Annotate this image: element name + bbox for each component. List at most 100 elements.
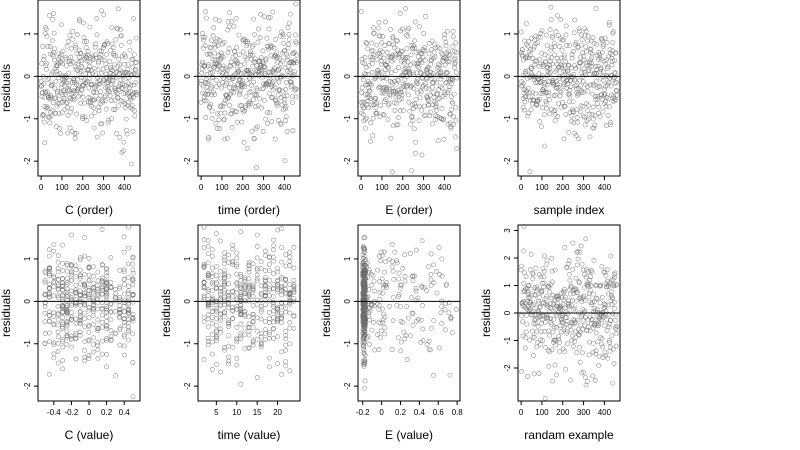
data-point [380, 55, 386, 61]
data-point [412, 150, 418, 156]
data-point [271, 271, 276, 277]
data-point [576, 28, 582, 34]
data-point [378, 258, 384, 264]
data-point [445, 90, 451, 96]
data-point [530, 56, 535, 61]
data-point [374, 301, 380, 307]
data-point [416, 103, 422, 109]
data-point [549, 255, 555, 261]
data-point [538, 30, 544, 36]
data-point [434, 290, 440, 296]
x-tick-label: 300 [577, 408, 591, 417]
data-point [570, 343, 576, 349]
data-point [266, 254, 272, 259]
y-tick-label: -2 [183, 382, 192, 390]
x-tick-label: 5 [214, 408, 219, 417]
data-point [398, 58, 404, 64]
data-point [367, 308, 373, 314]
data-point [453, 118, 459, 123]
data-point [229, 107, 235, 113]
data-point [422, 48, 428, 54]
data-point [585, 324, 591, 330]
data-point [91, 321, 96, 327]
data-point [93, 41, 98, 47]
data-point [361, 300, 367, 305]
data-point [396, 54, 402, 60]
data-point [58, 59, 64, 65]
data-point [73, 289, 79, 295]
data-point [543, 101, 549, 107]
data-point [362, 321, 368, 327]
data-point [240, 82, 246, 87]
data-point [271, 45, 277, 51]
data-point [121, 291, 127, 297]
data-point [45, 44, 50, 49]
y-tick-label: 0 [343, 299, 352, 304]
points [38, 6, 140, 167]
data-point [563, 32, 569, 38]
data-point [250, 286, 256, 291]
data-point [60, 268, 66, 274]
data-point [272, 136, 278, 142]
data-point [427, 113, 433, 119]
data-point [401, 329, 407, 335]
data-point [283, 114, 289, 119]
data-point [86, 305, 92, 310]
data-point [362, 91, 368, 97]
data-point [73, 302, 79, 308]
data-point [73, 130, 79, 136]
data-point [398, 285, 403, 291]
data-point [544, 257, 550, 263]
data-point [201, 245, 207, 251]
data-point [372, 95, 378, 101]
data-point [258, 316, 264, 322]
points [518, 223, 620, 401]
data-point [579, 88, 585, 94]
data-point [557, 88, 563, 94]
data-point [122, 62, 127, 67]
data-point [208, 70, 214, 76]
data-point [77, 50, 83, 56]
data-point [113, 70, 119, 75]
data-point [129, 103, 135, 109]
data-point [559, 47, 565, 53]
data-point [220, 54, 226, 60]
data-point [567, 99, 572, 105]
data-point [95, 269, 101, 275]
data-point [287, 254, 293, 260]
data-point [559, 63, 565, 69]
data-point [120, 148, 126, 154]
data-point [227, 102, 232, 108]
data-point [73, 66, 79, 72]
data-point [239, 119, 245, 125]
data-point [431, 80, 437, 85]
x-tick-label: 0 [199, 183, 204, 192]
data-point [580, 79, 586, 84]
y-tick-label: 0 [343, 74, 352, 79]
data-point [270, 79, 276, 85]
data-point [126, 329, 131, 335]
data-point [411, 126, 417, 132]
data-point [566, 303, 572, 309]
data-point [539, 28, 545, 33]
data-point [108, 82, 114, 87]
data-point [107, 93, 113, 99]
data-point [129, 72, 135, 78]
data-point [604, 267, 610, 273]
data-point [213, 231, 219, 237]
data-point [291, 313, 297, 319]
data-point [125, 61, 131, 67]
y-tick-label: -2 [183, 157, 192, 165]
data-point [537, 294, 542, 300]
data-point [254, 375, 260, 380]
data-point [394, 101, 399, 106]
data-point [226, 343, 231, 349]
data-point [294, 52, 300, 58]
data-point [287, 11, 293, 17]
data-point [598, 65, 604, 70]
data-point [271, 326, 276, 332]
data-point [212, 92, 218, 97]
data-point [578, 322, 584, 328]
data-point [272, 85, 278, 90]
data-point [602, 101, 608, 106]
